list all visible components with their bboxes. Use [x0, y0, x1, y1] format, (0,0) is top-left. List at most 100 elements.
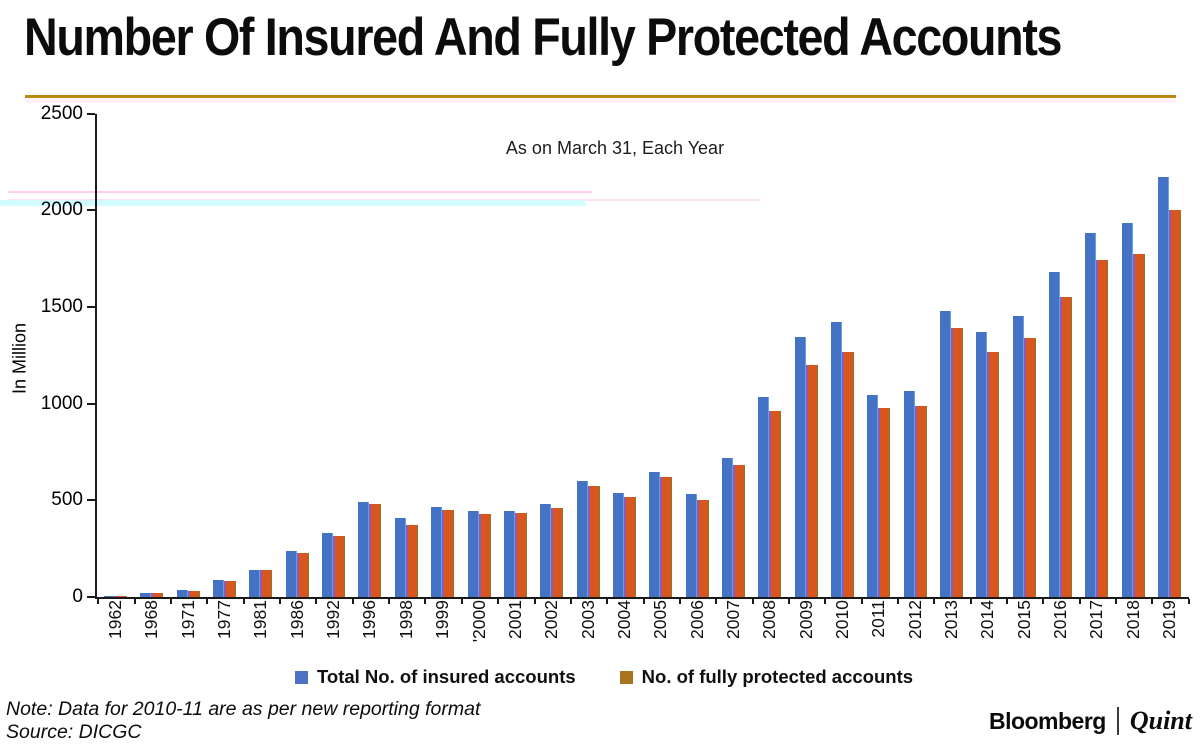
x-tick	[678, 599, 681, 604]
quint-logo: Quint	[1129, 706, 1192, 735]
bar-insured	[358, 502, 370, 597]
x-tick	[1042, 599, 1045, 604]
y-tick	[87, 402, 95, 405]
bar-insured	[758, 397, 770, 597]
legend-item-fully-protected: No. of fully protected accounts	[619, 666, 913, 688]
x-tick-label: 2005	[650, 600, 671, 639]
x-tick-label: 1992	[323, 600, 344, 639]
bar-insured	[794, 336, 806, 597]
x-tick	[751, 599, 754, 604]
bar-insured	[976, 332, 988, 597]
bar-insured	[940, 311, 952, 597]
x-tick-label: 1977	[214, 600, 235, 639]
bar-insured	[540, 503, 552, 597]
bar-fully-protected	[951, 328, 964, 597]
bar-fully-protected	[587, 485, 600, 597]
x-tick	[1078, 599, 1081, 604]
x-tick-label: 1986	[286, 600, 307, 639]
bar-insured	[685, 494, 697, 597]
y-tick	[87, 112, 95, 115]
x-tick	[279, 599, 282, 604]
bar-insured	[831, 322, 842, 597]
bar-fully-protected	[260, 569, 273, 597]
bar-fully-protected	[1096, 260, 1109, 597]
x-tick	[569, 599, 572, 604]
x-tick	[242, 599, 245, 604]
bar-insured	[467, 511, 479, 597]
bar-insured	[903, 390, 915, 597]
pink-artifact-line-2	[8, 199, 760, 201]
bar-fully-protected	[405, 525, 418, 597]
bar-insured	[1049, 272, 1061, 597]
x-tick	[533, 599, 536, 604]
bar-fully-protected	[115, 595, 127, 597]
bar-fully-protected	[623, 497, 636, 597]
bar-fully-protected	[224, 580, 237, 597]
x-tick-label: 2006	[686, 600, 707, 639]
legend-item-insured: Total No. of insured accounts	[294, 666, 576, 688]
bar-fully-protected	[842, 352, 854, 597]
cyan-artifact-band	[0, 200, 585, 206]
bar-fully-protected	[732, 464, 745, 597]
bar-insured	[176, 590, 188, 597]
bar-insured	[249, 569, 261, 597]
bloomberg-logo: Bloomberg	[988, 707, 1106, 734]
x-tick-label: '2000	[468, 600, 489, 643]
brand-lockup: Bloomberg Quint	[989, 706, 1192, 736]
bar-fully-protected	[878, 408, 891, 597]
x-tick	[860, 599, 863, 604]
legend-label: Total No. of insured accounts	[316, 666, 576, 687]
x-tick	[133, 599, 136, 604]
x-tick-label: 2002	[541, 600, 562, 639]
x-tick	[969, 599, 972, 604]
legend-swatch-fully-protected	[619, 670, 633, 684]
bar-fully-protected	[187, 590, 200, 597]
y-tick-label: 1500	[40, 295, 83, 317]
x-tick-label: 2017	[1086, 600, 1107, 639]
x-tick-label: 2011	[868, 600, 889, 638]
x-tick	[351, 599, 354, 604]
x-tick	[424, 599, 427, 604]
bar-fully-protected	[442, 509, 455, 597]
bar-insured	[1085, 233, 1097, 597]
bar-insured	[1121, 222, 1133, 597]
x-tick-label: 2008	[759, 600, 780, 639]
source-text: Source: DICGC	[6, 721, 142, 743]
bar-fully-protected	[151, 593, 164, 597]
bar-fully-protected	[1060, 297, 1073, 597]
chart-subtitle: As on March 31, Each Year	[505, 138, 725, 158]
x-tick	[97, 599, 100, 604]
bar-insured	[213, 579, 225, 597]
y-tick-label: 500	[51, 489, 83, 511]
bar-insured	[1012, 316, 1024, 597]
x-axis	[95, 597, 1189, 599]
x-tick-label: 2003	[577, 600, 598, 639]
x-tick	[497, 599, 500, 604]
bar-fully-protected	[805, 364, 818, 597]
note-text: Note: Data for 2010-11 are as per new re…	[6, 698, 481, 720]
y-tick-label: 2500	[40, 102, 83, 124]
x-tick-label: 1999	[432, 600, 453, 639]
x-tick	[933, 599, 936, 604]
y-tick	[87, 305, 95, 308]
page-title: Number Of Insured And Fully Protected Ac…	[24, 8, 1062, 67]
chart-legend: Total No. of insured accounts No. of full…	[0, 666, 1200, 688]
x-tick	[1151, 599, 1154, 604]
x-tick-label: 1981	[250, 600, 271, 639]
x-tick	[1006, 599, 1009, 604]
x-tick-label: 1996	[359, 600, 380, 639]
bar-insured	[576, 481, 588, 597]
y-tick-label: 1000	[40, 392, 83, 414]
x-tick-label: 1962	[105, 600, 125, 639]
bar-fully-protected	[333, 536, 346, 597]
x-tick	[642, 599, 645, 604]
bar-insured	[867, 394, 879, 597]
bar-fully-protected	[514, 513, 527, 597]
x-tick-label: 2018	[1122, 600, 1143, 639]
bar-fully-protected	[660, 477, 673, 597]
x-tick	[460, 599, 463, 604]
x-tick-label: 2012	[904, 600, 925, 639]
x-tick	[897, 599, 900, 604]
bar-insured	[721, 458, 733, 597]
